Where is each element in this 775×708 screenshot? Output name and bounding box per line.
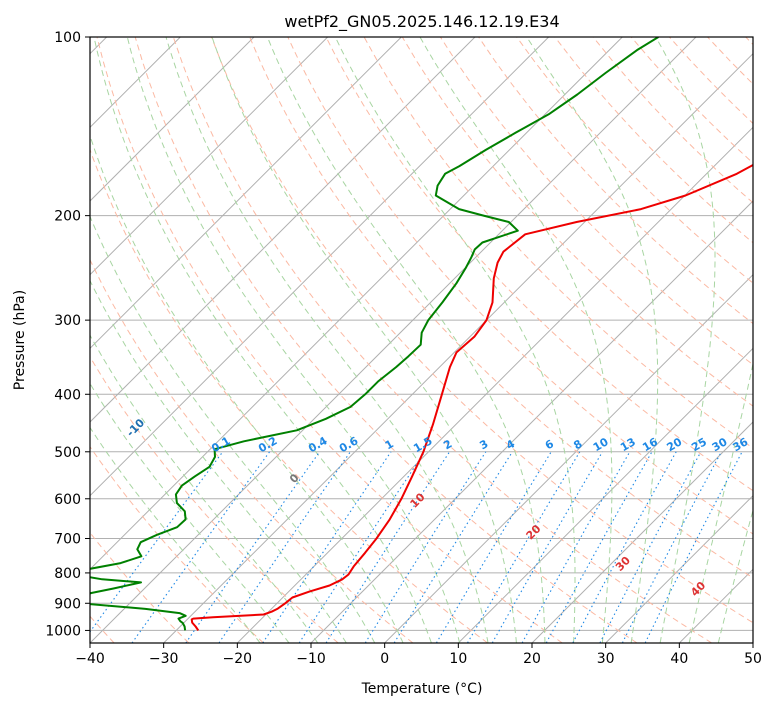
mixing-ratio-line — [467, 451, 581, 643]
mixing-ratio-line — [572, 451, 677, 643]
moist-adiabat-line — [688, 361, 753, 643]
x-tick-label: 20 — [523, 651, 541, 667]
dewpoint-line — [90, 37, 659, 631]
y-tick-label: 1000 — [45, 623, 81, 639]
y-tick-label: 300 — [54, 313, 81, 329]
y-tick-label: 100 — [54, 30, 81, 46]
y-tick-label: 600 — [54, 492, 81, 508]
dry-adiabat-line — [90, 445, 264, 643]
moist-adiabat-line — [334, 37, 576, 643]
isotherm-line — [90, 37, 255, 202]
mixing-ratio-line — [325, 451, 451, 643]
chart-grid — [90, 37, 753, 643]
y-tick-label: 200 — [54, 209, 81, 225]
x-tick-label: 10 — [449, 651, 467, 667]
mixing-ratio-line — [364, 451, 487, 643]
chart-series — [90, 37, 753, 631]
mixing-ratio-line — [599, 451, 702, 643]
y-axis-ticks: 100 200 300 400 500 600 700 800 900 1000 — [45, 30, 90, 639]
isotherm-line — [605, 494, 753, 643]
x-tick-label: −40 — [75, 651, 105, 667]
temperature-line — [190, 163, 753, 631]
moist-adiabat-line — [526, 37, 659, 643]
dry-adiabat-line — [211, 37, 753, 624]
moist-adiabat-line — [165, 37, 489, 643]
mixing-ratio-line — [185, 451, 321, 643]
dry-adiabat-line — [249, 37, 753, 579]
y-tick-label: 800 — [54, 566, 81, 582]
y-tick-label: 900 — [54, 596, 81, 612]
x-tick-label: 30 — [597, 651, 615, 667]
x-tick-label: −10 — [296, 651, 326, 667]
x-axis-ticks: −40 −30 −20 −10 0 10 20 30 40 50 — [75, 643, 762, 667]
moist-adiabat-line — [211, 37, 517, 643]
mixing-ratio-line — [435, 451, 552, 643]
isotherm-line — [90, 37, 402, 350]
x-tick-label: −20 — [223, 651, 253, 667]
isotherm-line — [90, 37, 476, 423]
isotherm-line — [384, 273, 753, 643]
mixing-ratio-line — [298, 451, 426, 643]
isotherm-line — [90, 37, 623, 571]
dry-adiabat-line — [172, 37, 712, 643]
y-axis-label: Pressure (hPa) — [12, 290, 28, 390]
mixing-ratio-line — [393, 451, 513, 643]
dry-adiabat-line — [325, 37, 753, 492]
plot-frame — [89, 36, 754, 644]
isotherm-line — [90, 37, 697, 643]
moist-adiabat-line — [126, 37, 461, 643]
dry-adiabat-line — [90, 258, 414, 643]
isotherm-line — [457, 347, 753, 643]
isotherm-line — [90, 37, 329, 276]
isotherm-line — [90, 37, 550, 497]
mixing-ratio-line — [218, 451, 351, 643]
isotherm-line — [236, 126, 753, 643]
moist-adiabat-line — [90, 134, 404, 643]
dry-adiabat-line — [516, 37, 753, 284]
isotherm-line — [163, 52, 753, 643]
y-tick-label: 500 — [54, 445, 81, 461]
isotherm-line — [531, 421, 753, 643]
x-tick-label: 40 — [670, 651, 688, 667]
moist-adiabat-line — [90, 382, 290, 643]
x-tick-label: 50 — [744, 651, 762, 667]
dry-adiabat-line — [287, 37, 753, 535]
moist-adiabat-line — [266, 37, 546, 643]
moist-adiabat-line — [93, 37, 432, 643]
x-axis-label: Temperature (°C) — [361, 681, 483, 697]
x-tick-label: −30 — [149, 651, 179, 667]
moist-adiabat-line — [419, 37, 613, 643]
mixing-ratio-line — [262, 451, 392, 643]
y-tick-label: 400 — [54, 387, 81, 403]
dry-adiabat-line — [96, 37, 563, 643]
moist-adiabat-line — [655, 37, 716, 643]
moist-adiabat-line — [90, 426, 261, 643]
chart-title: wetPf2_GN05.2025.146.12.19.E34 — [284, 12, 559, 32]
x-tick-label: 0 — [380, 651, 389, 667]
y-tick-label: 700 — [54, 532, 81, 548]
moist-adiabat-line — [717, 508, 753, 643]
moist-adiabat-line — [90, 215, 376, 643]
